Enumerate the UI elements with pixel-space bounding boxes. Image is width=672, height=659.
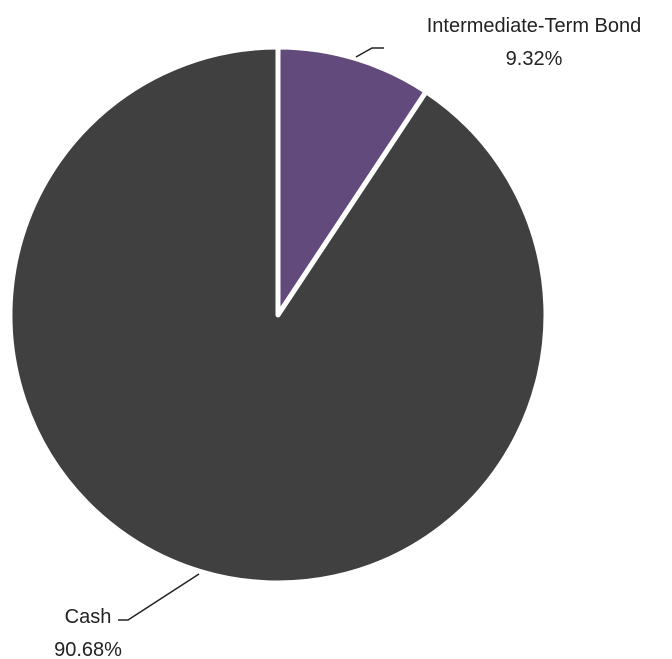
- pie-slice-intermediate-term-bond: [275, 44, 429, 318]
- slice-label-cash: Cash: [65, 606, 112, 628]
- pie-slices: [7, 44, 549, 586]
- leader-line-intermediate-term-bond: [355, 47, 384, 58]
- pie-slice-cash: [7, 44, 549, 586]
- slice-label-group-intermediate-term-bond: Intermediate-Term Bond 9.32%: [355, 15, 642, 70]
- leader-line-cash: [118, 573, 200, 621]
- slice-label-intermediate-term-bond: Intermediate-Term Bond: [427, 15, 642, 37]
- slice-value-intermediate-term-bond: 9.32%: [506, 48, 563, 70]
- slice-value-cash: 90.68%: [54, 639, 122, 659]
- slice-label-group-cash: Cash 90.68%: [54, 573, 200, 659]
